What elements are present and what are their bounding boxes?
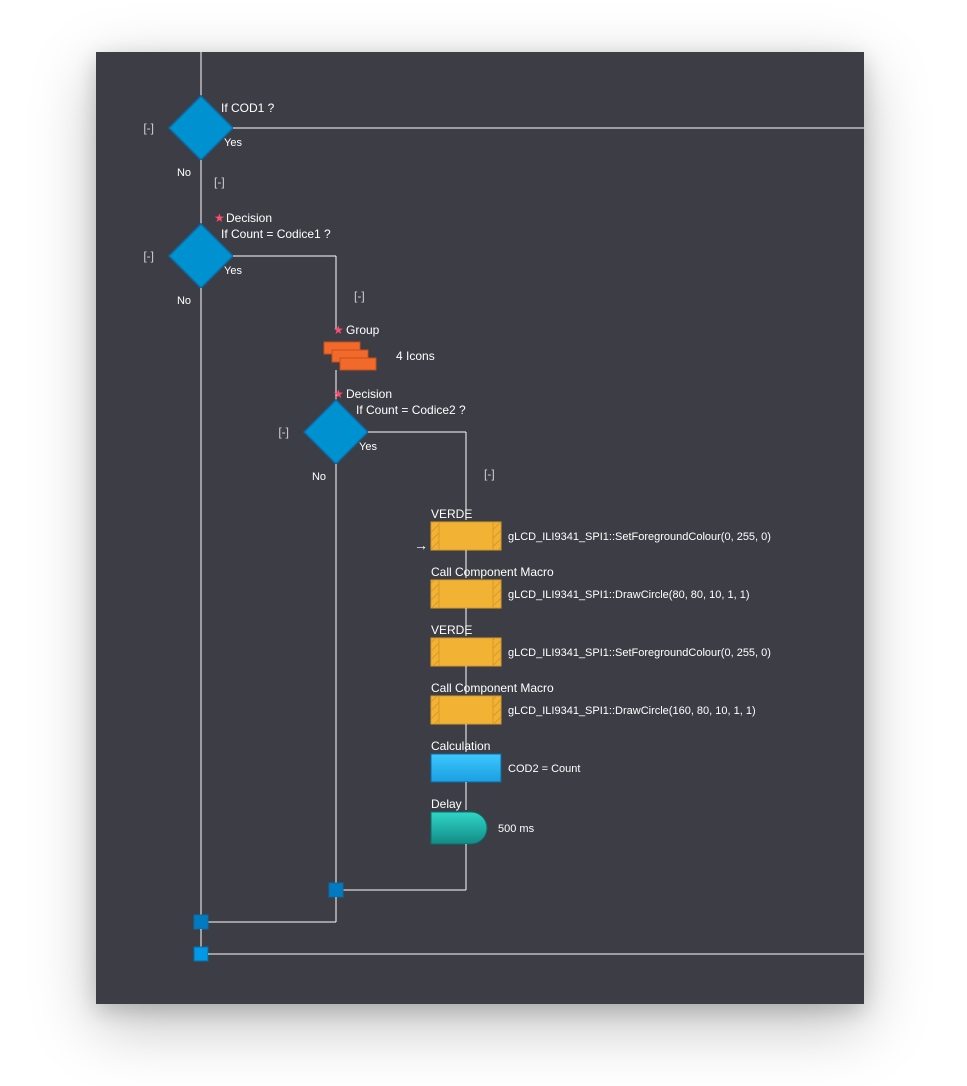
macro-4-title: Call Component Macro (431, 681, 554, 695)
decision-cod1-condition: If COD1 ? (221, 101, 275, 115)
decision-d2-yes: Yes (224, 265, 242, 277)
decision-count-codice2-title: Decision (346, 387, 392, 401)
flowchart-panel: If COD1 ? [-] Yes No [-] ★ Decision If C… (96, 52, 864, 1004)
merge-endpoint-d1 (194, 947, 208, 961)
arrow-right-icon: → (414, 537, 428, 553)
delay-title: Delay (431, 797, 462, 811)
macro-4-detail: gLCD_ILI9341_SPI1::DrawCircle(160, 80, 1… (508, 705, 756, 717)
decision-count-codice2-condition: If Count = Codice2 ? (356, 403, 466, 417)
delay-500ms[interactable] (431, 812, 487, 844)
decision-d2-no: No (177, 295, 191, 307)
toggle-d2-left[interactable]: [-] (143, 249, 154, 263)
calc-title: Calculation (431, 739, 490, 753)
macro-3-detail: gLCD_ILI9341_SPI1::SetForegroundColour(0… (508, 647, 771, 659)
decision-d3-no: No (312, 471, 326, 483)
decision-cod1-yes: Yes (224, 137, 242, 149)
star-icon: ★ (333, 323, 344, 337)
group-subtitle: 4 Icons (396, 349, 435, 363)
group-title: Group (346, 323, 380, 337)
merge-endpoint-d2 (194, 915, 208, 929)
decision-d3-yes: Yes (359, 441, 377, 453)
macro-1-detail: gLCD_ILI9341_SPI1::SetForegroundColour(0… (508, 531, 771, 543)
toggle-d1-below[interactable]: [-] (214, 175, 225, 189)
decision-count-codice1-condition: If Count = Codice1 ? (221, 227, 331, 241)
macro-1-title: VERDE (431, 507, 472, 521)
macro-drawcircle-2[interactable] (431, 696, 501, 724)
calculation-cod2[interactable] (431, 754, 501, 782)
macro-drawcircle-1[interactable] (431, 580, 501, 608)
delay-detail: 500 ms (498, 823, 535, 835)
star-icon: ★ (214, 211, 225, 225)
macro-3-title: VERDE (431, 623, 472, 637)
toggle-d2-below[interactable]: [-] (354, 289, 365, 303)
merge-endpoint-d3 (329, 883, 343, 897)
toggle-d1-left[interactable]: [-] (143, 121, 154, 135)
macro-verde-2[interactable] (431, 638, 501, 666)
decision-count-codice1-title: Decision (226, 211, 272, 225)
toggle-d3-left[interactable]: [-] (278, 425, 289, 439)
calc-detail: COD2 = Count (508, 763, 580, 775)
toggle-d3-below[interactable]: [-] (484, 467, 495, 481)
macro-2-title: Call Component Macro (431, 565, 554, 579)
macro-2-detail: gLCD_ILI9341_SPI1::DrawCircle(80, 80, 10… (508, 589, 750, 601)
macro-verde-1[interactable] (431, 522, 501, 550)
group-4icons[interactable] (324, 342, 376, 370)
star-icon: ★ (333, 387, 344, 401)
decision-cod1-no: No (177, 167, 191, 179)
